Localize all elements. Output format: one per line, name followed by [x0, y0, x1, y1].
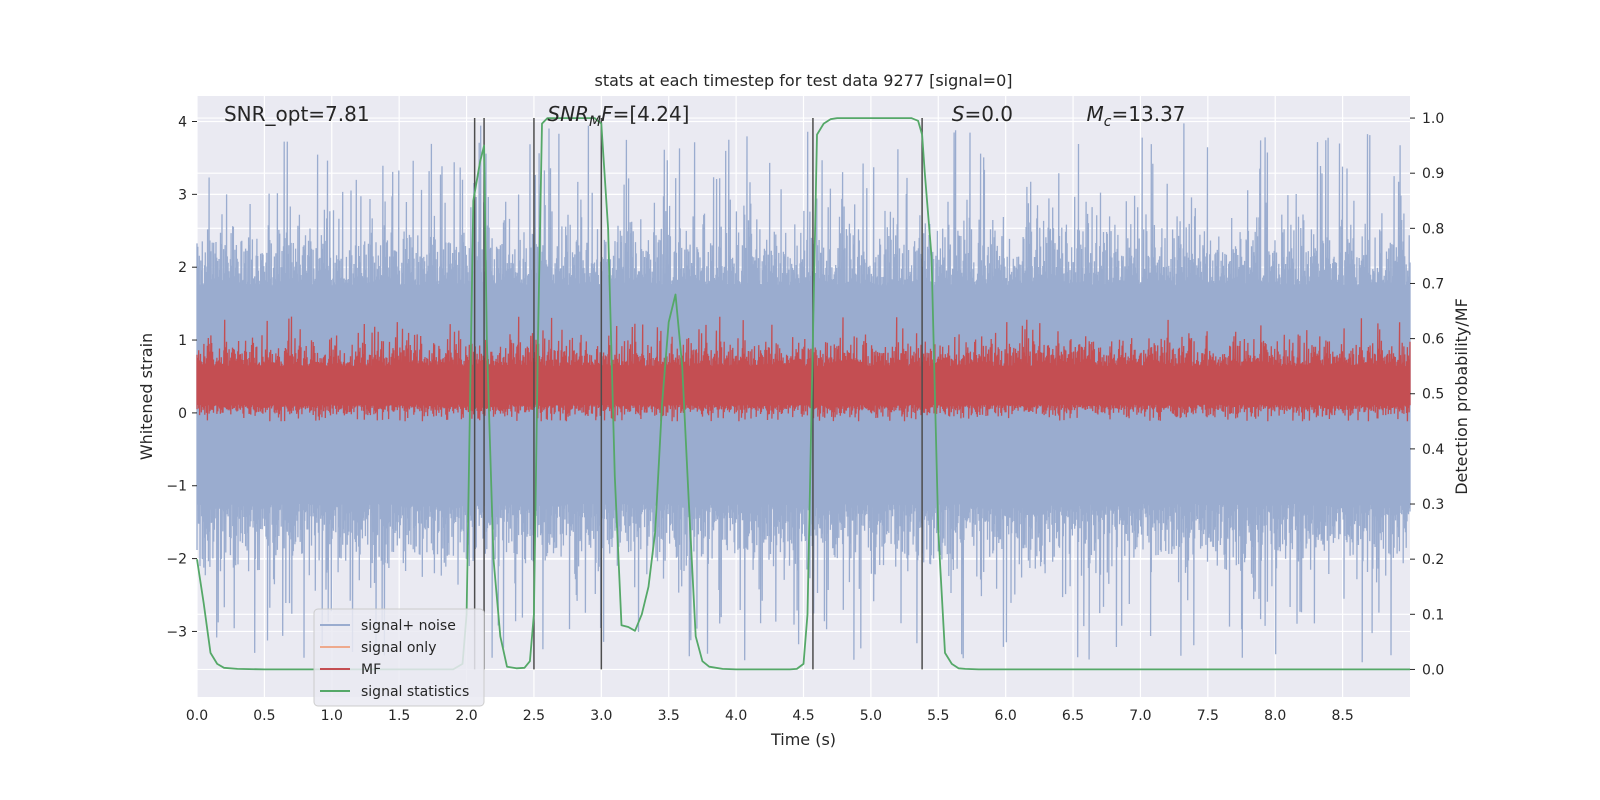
- y-tick-label-left: −2: [166, 552, 187, 568]
- x-tick-label: 8.0: [1264, 708, 1286, 724]
- annotation-2: S=0.0: [952, 102, 1013, 126]
- y-tick-label-left: 4: [178, 114, 187, 130]
- x-tick-label: 6.5: [1062, 708, 1084, 724]
- series-mf: [196, 316, 1411, 422]
- legend-label: MF: [361, 662, 381, 678]
- x-tick-label: 4.5: [792, 708, 814, 724]
- y-tick-label-right: 0.2: [1422, 552, 1444, 568]
- y-tick-label-right: 0.0: [1422, 662, 1444, 678]
- y-tick-label-left: 2: [178, 260, 187, 276]
- y-tick-label-right: 1.0: [1422, 111, 1444, 127]
- series-signal-statistics: [196, 117, 1410, 671]
- x-tick-label: 6.0: [995, 708, 1017, 724]
- x-tick-label: 8.5: [1331, 708, 1353, 724]
- x-tick-label: 7.5: [1197, 708, 1219, 724]
- y-tick-label-left: −3: [166, 624, 187, 640]
- y-tick-label-right: 0.1: [1422, 607, 1444, 623]
- annotation-0: SNR_opt=7.81: [224, 102, 370, 126]
- y-axis-label-right: Detection probability/MF: [1452, 298, 1471, 495]
- y-tick-label-left: −1: [166, 479, 187, 495]
- x-tick-label: 5.0: [860, 708, 882, 724]
- x-axis-label: Time (s): [770, 730, 836, 749]
- y-tick-label-left: 1: [178, 333, 187, 349]
- y-axis-label-left: Whitened strain: [137, 333, 156, 460]
- y-tick-label-left: 0: [178, 406, 187, 422]
- x-tick-label: 5.5: [927, 708, 949, 724]
- y-tick-label-left: 3: [178, 187, 187, 203]
- legend-label: signal+ noise: [361, 618, 456, 634]
- x-tick-label: 2.0: [455, 708, 477, 724]
- y-tick-label-right: 0.8: [1422, 221, 1444, 237]
- x-tick-label: 7.0: [1129, 708, 1151, 724]
- y-tick-label-right: 0.3: [1422, 497, 1444, 513]
- y-tick-label-right: 0.6: [1422, 332, 1444, 348]
- chart-title: stats at each timestep for test data 927…: [594, 71, 1012, 90]
- annotation-1: SNRMF=[4.24]: [547, 102, 689, 130]
- x-tick-label: 1.0: [321, 708, 343, 724]
- x-tick-label: 2.5: [523, 708, 545, 724]
- legend-box: [313, 608, 485, 707]
- x-tick-label: 1.5: [388, 708, 410, 724]
- annotation-3: Mc=13.37: [1087, 102, 1186, 130]
- y-tick-label-right: 0.9: [1422, 166, 1444, 182]
- legend-label: signal only: [361, 640, 436, 656]
- y-tick-label-right: 0.7: [1422, 276, 1444, 292]
- y-tick-label-right: 0.5: [1422, 387, 1444, 403]
- legend-label: signal statistics: [361, 684, 469, 700]
- x-tick-label: 3.5: [658, 708, 680, 724]
- x-tick-label: 3.0: [590, 708, 612, 724]
- x-tick-label: 0.5: [253, 708, 275, 724]
- x-tick-label: 4.0: [725, 708, 747, 724]
- x-tick-label: 0.0: [186, 708, 208, 724]
- y-tick-label-right: 0.4: [1422, 442, 1444, 458]
